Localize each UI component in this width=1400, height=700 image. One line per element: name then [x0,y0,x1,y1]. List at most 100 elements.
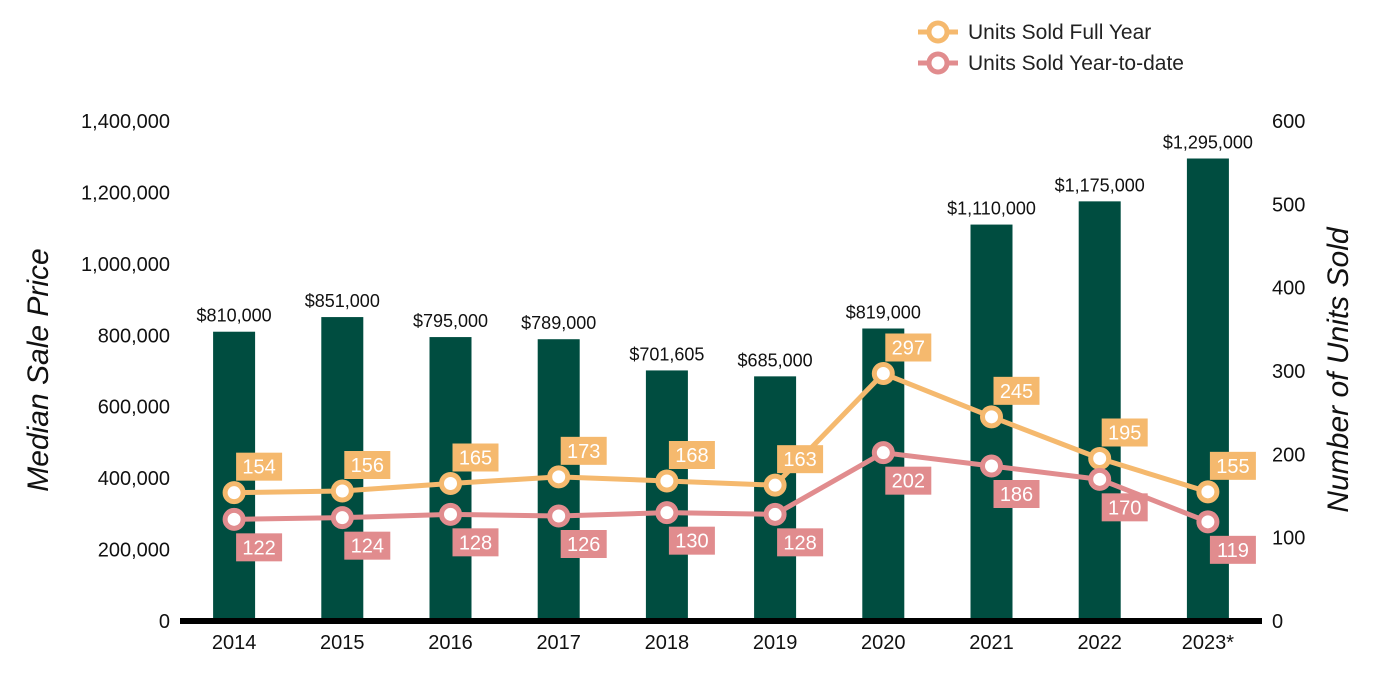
series-point [763,502,787,526]
x-tick-label: 2018 [645,632,690,654]
data-label: 156 [351,455,384,477]
bar [645,370,688,621]
right-tick-label: 600 [1272,111,1305,133]
legend-label: Units Sold Full Year [968,21,1151,44]
series-line [234,450,1209,525]
data-label: 165 [459,448,492,470]
series-point [439,472,462,495]
data-label: 245 [1000,381,1033,403]
series-point [222,507,246,531]
data-label-box [1209,535,1256,564]
data-label: 155 [1216,456,1249,478]
series-point [871,362,895,385]
x-tick-label: 2021 [969,632,1014,654]
bar-value-label: $789,000 [521,313,596,333]
left-tick-label: 0 [159,611,170,633]
series-point [980,454,1003,478]
bar-value-label: $1,175,000 [1055,175,1145,195]
x-tick-label: 2014 [212,632,257,654]
left-axis-title: Median Sale Price [22,248,55,491]
bars [213,158,1229,622]
bar [1078,201,1121,621]
bar-value-label: $1,295,000 [1163,133,1253,153]
data-label-box [1209,451,1256,480]
left-tick-label: 1,200,000 [81,182,170,204]
left-tick-label: 1,000,000 [81,254,170,276]
data-label-box [452,528,499,557]
series-point [439,502,462,526]
data-label: 186 [1000,484,1033,506]
series-point [1196,480,1220,504]
bar-labels: $810,000 $851,000 $795,000 $789,000 $701,605… [197,133,1253,371]
bar-value-label: $685,000 [738,350,813,370]
x-tick-label: 2020 [861,632,906,654]
x-axis-ticks: 2014 2015 2016 2017 2018 2019 2020 2021 2022 2023… [212,632,1234,654]
bar [754,376,797,621]
data-label: 128 [459,532,492,554]
data-label: 126 [567,534,600,556]
data-label-box [452,443,499,472]
series-point [1088,447,1112,470]
legend-swatch-marker [926,51,950,75]
data-label-box [885,466,932,495]
data-label: 130 [675,531,708,553]
data-label-box [668,441,715,469]
left-tick-label: 800,000 [98,325,170,347]
data-label: 122 [242,537,275,559]
data-label-box [236,452,283,481]
right-axis-ticks: 0 100 200 300 400 500 600 [1272,111,1305,633]
data-label-box [885,333,932,362]
bar-value-label: $795,000 [413,311,488,331]
left-tick-label: 200,000 [98,540,170,562]
data-label: 124 [351,536,384,558]
data-label-box [1101,418,1148,447]
right-tick-label: 0 [1272,611,1283,633]
left-tick-label: 400,000 [98,468,170,490]
data-label-box [993,376,1040,405]
left-tick-label: 1,400,000 [81,111,170,133]
bar-value-label: $851,000 [305,291,380,311]
series-point [222,481,246,505]
series-point [655,469,679,493]
data-label-box [993,480,1040,508]
right-tick-label: 200 [1272,444,1305,466]
bar-value-label: $810,000 [197,306,272,326]
series-point [547,465,571,489]
data-label-box [777,528,824,557]
x-tick-label: 2015 [320,632,365,654]
series-line [234,371,1209,496]
x-tick-label: 2017 [536,632,581,654]
left-axis-ticks: 0 200,000 400,000 600,000 800,000 1,000,000 1,… [81,111,170,633]
bar-value-label: $819,000 [846,303,921,323]
bar-value-label: $701,605 [629,344,704,364]
left-tick-label: 600,000 [98,397,170,419]
bar-value-label: $1,110,000 [947,199,1036,219]
data-label-box [1101,493,1148,522]
series-point [330,506,354,530]
right-tick-label: 100 [1272,528,1305,550]
data-label: 170 [1108,497,1141,519]
legend: Units Sold Full Year Units Sold Year-to-d… [918,20,1184,75]
right-tick-label: 400 [1272,278,1305,300]
data-label-box [777,445,824,474]
data-label: 119 [1217,540,1249,562]
right-axis-title: Number of Units Sold [1322,226,1355,512]
data-label-box [236,533,283,562]
data-label: 173 [567,441,600,463]
x-tick-label: 2022 [1077,632,1122,654]
right-tick-label: 300 [1272,361,1305,383]
data-label: 195 [1108,423,1141,445]
data-label: 168 [675,445,708,467]
legend-label: Units Sold Year-to-date [968,52,1184,75]
x-tick-label: 2019 [753,632,798,654]
series-point [655,501,679,525]
series-point [1088,467,1112,491]
series-point [980,405,1003,429]
series-point [547,504,571,528]
data-label: 202 [892,471,925,493]
series-point [330,479,354,503]
x-tick-label: 2023* [1182,632,1234,654]
data-label: 154 [242,457,275,479]
data-label-box [668,526,715,555]
series-point [763,473,787,497]
